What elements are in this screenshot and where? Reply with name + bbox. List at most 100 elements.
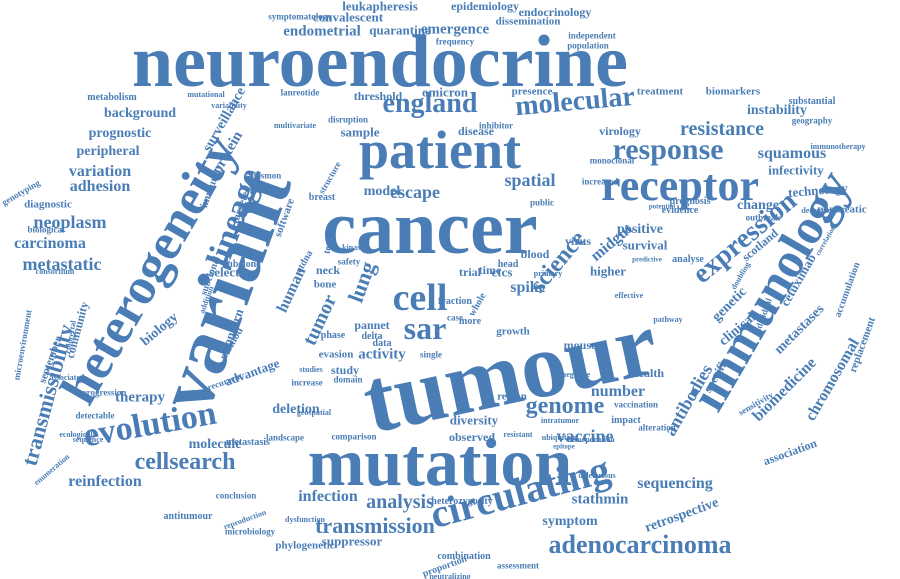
- word: survival: [622, 237, 668, 253]
- word: health: [631, 366, 665, 380]
- word: endometrial: [283, 23, 361, 40]
- word: adhesion: [69, 178, 131, 195]
- word: ctcs: [491, 264, 513, 280]
- word: immunotherapy: [810, 142, 866, 151]
- word: diagnostic: [24, 198, 72, 211]
- word: treatment: [636, 85, 684, 98]
- word: alteration: [638, 422, 676, 433]
- word: positive: [617, 222, 663, 237]
- word: independent: [568, 30, 616, 41]
- word: neoplasm: [33, 212, 107, 232]
- word: studies: [299, 365, 323, 374]
- word: stathmin: [571, 491, 629, 508]
- word: conclusion: [215, 490, 257, 501]
- word: neuroendocrine: [131, 21, 629, 103]
- word: cancer: [322, 186, 538, 270]
- word: breast: [308, 192, 336, 203]
- word: resistance: [679, 118, 765, 140]
- word: presence: [511, 85, 553, 98]
- word: patient: [359, 120, 521, 180]
- word: resistant: [503, 430, 533, 439]
- word: omicron: [422, 84, 468, 100]
- word: symptom: [542, 514, 598, 529]
- word: change: [737, 198, 779, 213]
- word: mutation: [307, 424, 573, 500]
- word: infection: [298, 488, 358, 505]
- word: predictive: [632, 255, 662, 264]
- word: diversity: [449, 412, 499, 428]
- word: december: [801, 206, 835, 215]
- word: head: [497, 259, 519, 270]
- word: geospatial: [296, 408, 332, 417]
- word: antitumour: [163, 511, 213, 522]
- word: potential: [648, 202, 676, 211]
- word: evidence: [661, 205, 699, 216]
- word: transmission: [315, 513, 435, 538]
- word: blood: [520, 247, 550, 261]
- word: landscape: [265, 432, 305, 443]
- word: negative: [561, 370, 591, 379]
- word: intratumor: [540, 416, 580, 425]
- word: genome: [525, 393, 605, 419]
- word: comparison: [331, 431, 377, 442]
- word: bone: [313, 278, 337, 291]
- word: progression: [81, 387, 127, 398]
- word: detectable: [75, 410, 115, 421]
- word: variation: [68, 163, 132, 180]
- word: evasion: [318, 348, 354, 361]
- word: subclone: [223, 259, 261, 270]
- word: combination: [437, 551, 491, 562]
- word: ubiquitous: [541, 433, 579, 442]
- word: virus: [564, 234, 592, 248]
- word: increase: [291, 377, 323, 388]
- word: frequency: [435, 36, 475, 47]
- word: phase: [320, 330, 346, 341]
- word: fraction: [438, 296, 472, 307]
- word: pathway: [653, 315, 683, 324]
- word: model: [363, 184, 401, 199]
- word: impact: [611, 415, 641, 426]
- word: disease: [458, 124, 494, 138]
- word: neutralizing: [429, 572, 471, 579]
- word: adenocarcinoma: [548, 530, 732, 559]
- word: growth: [496, 325, 530, 338]
- word: neck: [316, 263, 340, 277]
- word: ecological: [59, 430, 93, 439]
- word: ctdna: [293, 248, 316, 275]
- word: carcinoma: [14, 235, 86, 252]
- word: epitope: [553, 442, 575, 451]
- word: england: [382, 88, 478, 119]
- word: response: [612, 133, 724, 166]
- word: deletion: [272, 402, 320, 417]
- word: increased: [581, 176, 619, 187]
- word: domain: [333, 374, 363, 385]
- word: dissemination: [495, 15, 561, 28]
- word: selection: [209, 264, 257, 280]
- word: dysfunction: [284, 515, 326, 524]
- word: leukapheresis: [342, 0, 418, 14]
- word: quarantine: [369, 22, 431, 38]
- word: outbreak: [745, 212, 781, 223]
- word: case: [447, 312, 463, 323]
- word: spike: [510, 279, 546, 296]
- word: deleterious: [578, 471, 616, 480]
- word: squamous: [757, 145, 827, 162]
- word: activity: [358, 346, 406, 363]
- word: analyse: [672, 254, 704, 265]
- word: study: [330, 363, 360, 377]
- word: analysis: [366, 491, 434, 513]
- word: symptomatology: [268, 11, 332, 22]
- word: trial: [459, 265, 481, 279]
- word: more: [458, 316, 482, 327]
- word: endocrinology: [518, 5, 592, 19]
- word: reinfection: [68, 473, 142, 490]
- word: monoclonal: [589, 155, 635, 166]
- word: single: [419, 349, 443, 360]
- word: higher: [589, 263, 627, 279]
- word: safety: [337, 256, 361, 267]
- word: lanreotide: [280, 87, 320, 98]
- word: molecule: [188, 437, 242, 452]
- word: instability: [747, 103, 807, 118]
- word: cell: [392, 277, 448, 319]
